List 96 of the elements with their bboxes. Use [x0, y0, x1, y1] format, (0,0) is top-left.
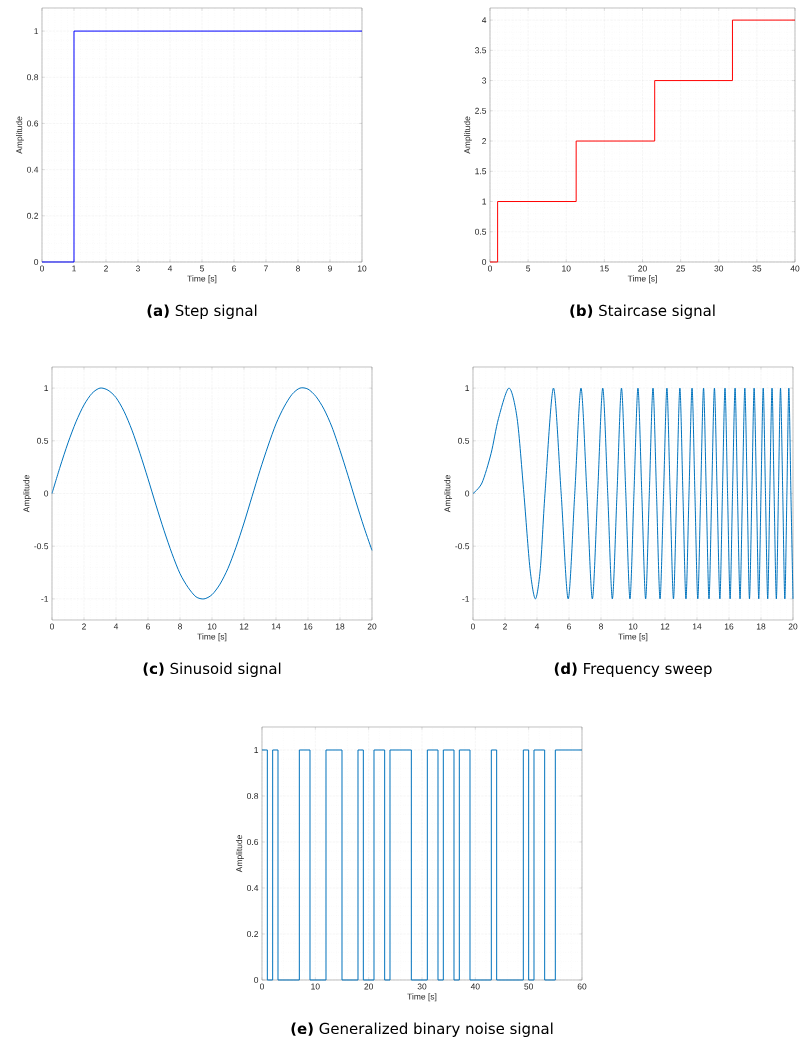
- x-tick-label: 20: [364, 983, 374, 990]
- x-tick-label: 12: [660, 623, 670, 630]
- y-tick-label: 0.2: [27, 212, 39, 219]
- x-tick-label: 2: [104, 265, 108, 272]
- y-tick-label: 0: [254, 977, 259, 983]
- y-axis-title: Amplitude: [235, 835, 244, 873]
- text: (d) Frequency sweep: [554, 662, 712, 677]
- line-series: [472, 387, 794, 600]
- x-tick-label: 14: [692, 623, 702, 630]
- x-axis-title: Time [s]: [618, 633, 648, 642]
- x-tick-label: 18: [756, 623, 766, 630]
- text: (e) Generalized binary noise signal: [291, 1022, 553, 1037]
- x-tick-label: 3: [135, 265, 140, 272]
- y-tick-label: -0.5: [34, 543, 49, 550]
- y-tick-label: 1: [482, 198, 487, 205]
- x-tick-label: 10: [311, 983, 320, 990]
- y-tick-label: 0.5: [475, 228, 487, 235]
- x-tick-label: 10: [628, 623, 638, 630]
- x-axis-title: Time [s]: [407, 993, 437, 1002]
- y-tick-label: 0.4: [247, 885, 259, 891]
- y-tick-label: 4: [481, 17, 487, 24]
- x-tick-label: 18: [335, 623, 345, 630]
- x-tick-label: 5: [526, 265, 531, 272]
- x-tick-label: 6: [232, 265, 236, 272]
- line-series: [51, 387, 373, 600]
- x-tick-label: 4: [534, 623, 540, 630]
- y-tick-label: 0.4: [27, 166, 39, 173]
- x-axis-title: Time [s]: [197, 633, 227, 642]
- x-tick-label: 6: [146, 623, 150, 630]
- x-tick-label: 16: [303, 623, 313, 630]
- x-tick-label: 8: [296, 265, 300, 272]
- x-axis-title: Time [s]: [187, 275, 217, 284]
- x-tick-label: 35: [752, 265, 762, 272]
- y-tick-label: 0.8: [27, 74, 39, 81]
- y-axis-title: Amplitude: [23, 475, 32, 513]
- x-tick-label: 25: [676, 265, 685, 272]
- y-tick-label: 0.8: [247, 793, 259, 799]
- y-tick-label: 2.5: [475, 107, 487, 114]
- y-tick-label: 1: [254, 747, 259, 753]
- x-tick-label: 4: [113, 623, 119, 630]
- x-tick-label: 12: [239, 623, 249, 630]
- x-tick-label: 20: [638, 265, 647, 272]
- y-tick-label: 0.6: [27, 120, 39, 127]
- x-tick-label: 30: [714, 265, 724, 272]
- x-tick-label: 0: [470, 623, 476, 630]
- y-tick-label: -1: [41, 596, 49, 602]
- x-tick-label: 5: [199, 265, 204, 272]
- x-tick-label: 10: [357, 265, 367, 272]
- x-tick-label: 7: [264, 265, 268, 272]
- y-tick-label: 0: [34, 259, 39, 265]
- x-tick-label: 8: [599, 623, 603, 630]
- y-tick-label: 0.5: [37, 437, 49, 444]
- y-axis-title: Amplitude: [463, 116, 472, 154]
- x-tick-label: 40: [470, 983, 480, 990]
- text: (a) Step signal: [147, 304, 257, 319]
- x-tick-label: 16: [724, 623, 734, 630]
- y-tick-label: 1: [34, 28, 39, 34]
- x-tick-label: 4: [167, 265, 173, 272]
- x-tick-label: 1: [72, 265, 76, 272]
- x-tick-label: 0: [49, 623, 55, 630]
- text: (c) Sinusoid signal: [143, 662, 281, 677]
- y-tick-label: -0.5: [455, 543, 470, 550]
- x-tick-label: 15: [600, 265, 609, 272]
- x-tick-label: 14: [271, 623, 281, 630]
- x-tick-label: 10: [562, 265, 571, 272]
- y-axis-title: Amplitude: [15, 116, 24, 154]
- y-tick-label: 0: [482, 259, 487, 265]
- text: (b) Staircase signal: [570, 304, 715, 319]
- x-tick-label: 40: [790, 265, 800, 272]
- x-tick-label: 20: [788, 623, 798, 630]
- x-tick-label: 0: [487, 265, 493, 272]
- x-tick-label: 2: [503, 623, 507, 630]
- x-tick-label: 50: [524, 983, 534, 990]
- x-tick-label: 30: [417, 983, 427, 990]
- x-tick-label: 8: [178, 623, 182, 630]
- y-tick-label: 0.5: [458, 437, 470, 444]
- x-tick-label: 20: [367, 623, 377, 630]
- y-tick-label: 3: [482, 77, 487, 84]
- y-tick-label: 0: [44, 490, 49, 497]
- y-tick-label: 1.5: [475, 168, 487, 175]
- y-tick-label: -1: [462, 596, 470, 602]
- y-tick-label: 0: [465, 490, 470, 497]
- x-tick-label: 10: [207, 623, 217, 630]
- y-tick-label: 0.6: [247, 839, 259, 845]
- x-tick-label: 2: [82, 623, 86, 630]
- y-tick-label: 1: [465, 385, 470, 391]
- x-tick-label: 6: [567, 623, 571, 630]
- y-tick-label: 3.5: [475, 47, 487, 54]
- y-tick-label: 2: [482, 138, 487, 144]
- y-tick-label: 1: [44, 385, 49, 391]
- y-tick-label: 0.2: [247, 931, 259, 937]
- x-tick-label: 60: [577, 983, 587, 990]
- y-axis-title: Amplitude: [444, 475, 453, 513]
- x-axis-title: Time [s]: [627, 275, 657, 284]
- x-tick-label: 0: [259, 983, 265, 990]
- x-tick-label: 9: [328, 265, 332, 272]
